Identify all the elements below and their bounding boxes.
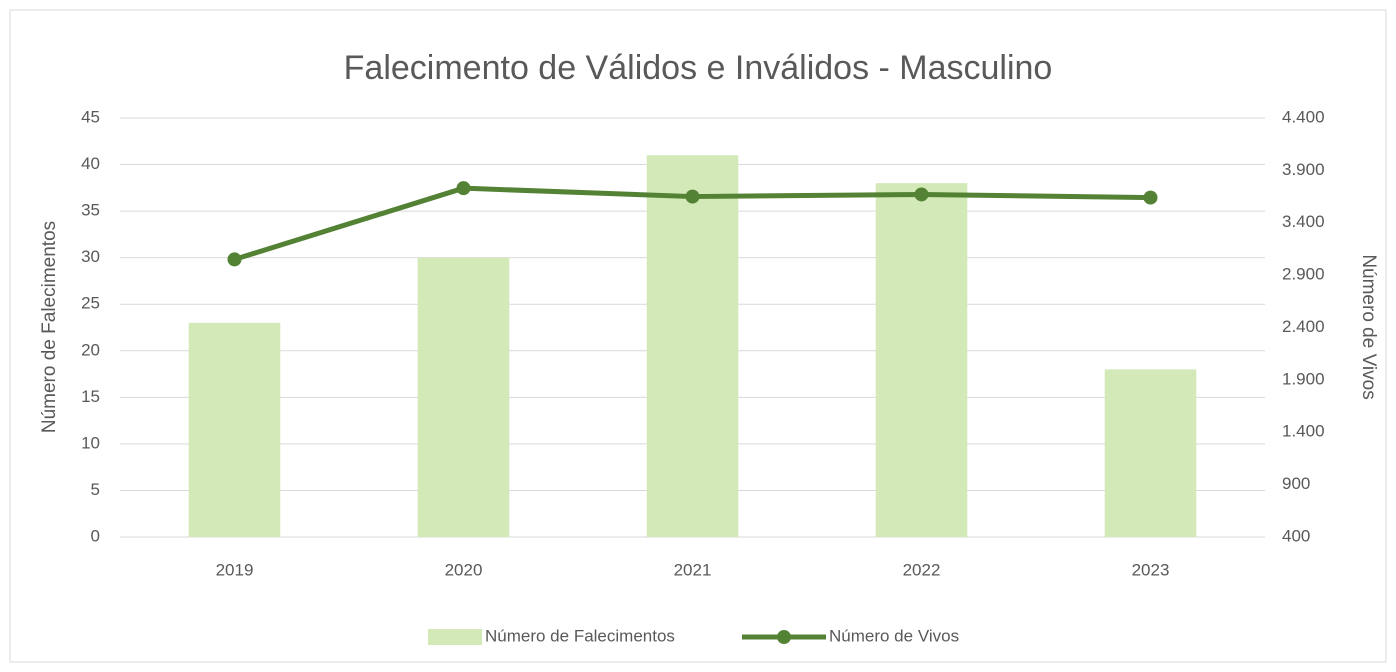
- legend-label: Número de Vivos: [829, 626, 959, 645]
- line-marker: [227, 252, 242, 267]
- y2-tick-label: 1.400: [1282, 422, 1325, 441]
- y-tick-label: 40: [81, 154, 100, 173]
- y2-tick-label: 3.900: [1282, 160, 1325, 179]
- y-tick-label: 15: [81, 387, 100, 406]
- line-marker: [685, 189, 700, 204]
- y2-tick-label: 4.400: [1282, 107, 1325, 126]
- y-tick-label: 25: [81, 294, 100, 313]
- y-tick-label: 30: [81, 247, 100, 266]
- legend-label: Número de Falecimentos: [485, 626, 675, 645]
- y2-tick-label: 1.900: [1282, 369, 1325, 388]
- y-axis-title: Número de Falecimentos: [39, 221, 60, 433]
- y-tick-label: 5: [91, 480, 100, 499]
- x-tick-label: 2019: [216, 560, 254, 579]
- x-tick-label: 2020: [445, 560, 483, 579]
- bar: [646, 155, 739, 537]
- bar: [875, 183, 968, 537]
- y-tick-label: 0: [91, 526, 100, 545]
- legend-swatch: [777, 630, 791, 644]
- y-tick-label: 35: [81, 201, 100, 220]
- x-tick-label: 2022: [903, 560, 941, 579]
- y2-tick-label: 2.900: [1282, 265, 1325, 284]
- chart-title: Falecimento de Válidos e Inválidos - Mas…: [344, 49, 1053, 87]
- legend-swatch: [428, 629, 482, 645]
- line-marker: [456, 181, 471, 196]
- y2-tick-label: 3.400: [1282, 212, 1325, 231]
- y-tick-label: 20: [81, 340, 100, 359]
- bar: [1104, 369, 1197, 537]
- x-tick-label: 2023: [1132, 560, 1170, 579]
- y-tick-label: 45: [81, 107, 100, 126]
- bar: [417, 257, 510, 537]
- y2-tick-label: 2.400: [1282, 317, 1325, 336]
- x-tick-label: 2021: [674, 560, 712, 579]
- y2-axis-title: Número de Vivos: [1358, 254, 1379, 399]
- y2-tick-label: 900: [1282, 474, 1310, 493]
- y2-tick-label: 400: [1282, 526, 1310, 545]
- bar: [188, 322, 281, 537]
- line-marker: [914, 187, 929, 202]
- y-tick-label: 10: [81, 433, 100, 452]
- line-marker: [1143, 190, 1158, 205]
